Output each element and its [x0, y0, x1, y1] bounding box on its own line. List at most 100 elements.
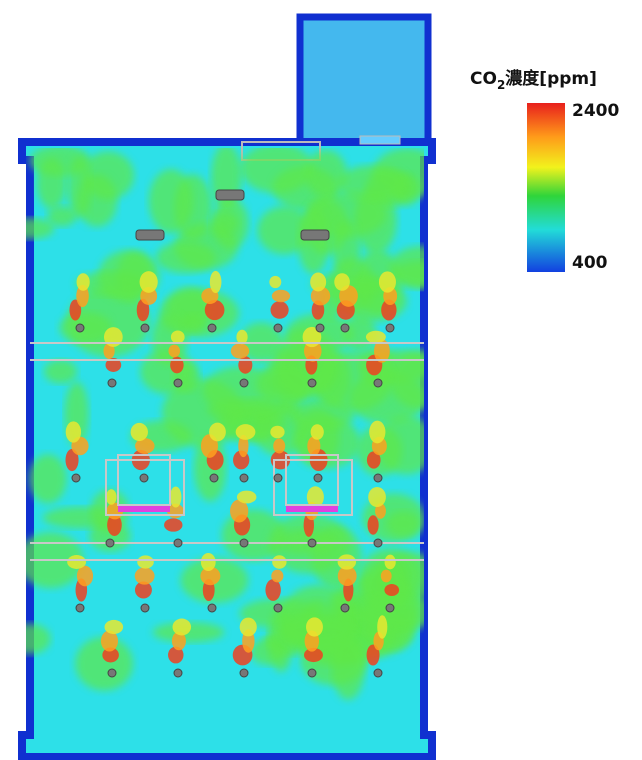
plume	[66, 421, 81, 442]
page: CO2濃度[ppm] 2400 400 (() => { const data …	[0, 0, 642, 760]
plume	[368, 515, 379, 534]
head	[174, 539, 182, 547]
head	[341, 324, 349, 332]
air-unit	[136, 230, 164, 240]
plume	[238, 356, 252, 373]
green-zone	[338, 165, 408, 201]
plume	[210, 271, 222, 293]
air-unit	[301, 230, 329, 240]
colorbar-title: CO2濃度[ppm]	[470, 68, 597, 92]
green-zone	[149, 169, 194, 233]
head	[174, 379, 182, 387]
plume	[236, 424, 256, 440]
head	[210, 474, 218, 482]
green-zone	[256, 365, 313, 404]
head	[274, 474, 282, 482]
green-zone	[241, 143, 314, 193]
head	[240, 539, 248, 547]
plume	[135, 567, 155, 584]
plume	[271, 301, 289, 319]
plume	[273, 439, 285, 454]
head	[140, 474, 148, 482]
head	[314, 474, 322, 482]
plume	[271, 570, 283, 583]
plume	[164, 518, 182, 531]
plume	[272, 555, 286, 569]
plume	[310, 273, 326, 292]
plume	[306, 617, 323, 636]
plume	[377, 615, 387, 638]
air-unit	[216, 190, 244, 200]
title-subscript: 2	[497, 78, 505, 92]
head	[316, 324, 324, 332]
plume	[140, 271, 158, 293]
plume	[366, 331, 386, 343]
plume	[237, 491, 257, 504]
plume	[381, 570, 392, 583]
head	[76, 604, 84, 612]
head	[141, 324, 149, 332]
plume	[209, 423, 226, 442]
head	[174, 669, 182, 677]
plume	[137, 555, 154, 568]
green-zone	[332, 221, 360, 277]
plume	[384, 584, 399, 596]
head	[240, 379, 248, 387]
plume	[269, 276, 281, 288]
plume	[369, 421, 385, 444]
head	[341, 604, 349, 612]
colorbar-min-label: 400	[572, 253, 608, 273]
head	[108, 669, 116, 677]
plume	[77, 566, 93, 587]
plume	[173, 619, 192, 636]
head	[208, 604, 216, 612]
plume	[272, 290, 290, 303]
head	[308, 669, 316, 677]
plume	[231, 343, 249, 358]
green-zone	[386, 511, 421, 537]
plume	[104, 620, 123, 634]
plume	[171, 330, 185, 343]
title-main: CO	[470, 69, 497, 89]
head	[106, 539, 114, 547]
head	[374, 539, 382, 547]
head	[76, 324, 84, 332]
green-zone	[44, 360, 77, 384]
plume	[67, 555, 86, 569]
green-zone	[9, 624, 50, 655]
plume	[270, 426, 284, 439]
plume	[338, 554, 356, 569]
green-zone	[67, 156, 91, 218]
colorbar	[527, 103, 565, 272]
head	[386, 324, 394, 332]
plume	[168, 345, 180, 358]
head	[240, 474, 248, 482]
green-zone	[7, 218, 55, 239]
plume	[311, 424, 324, 439]
plume	[131, 423, 148, 441]
head	[208, 324, 216, 332]
plume	[379, 271, 396, 292]
plume	[201, 553, 216, 571]
plume	[334, 273, 350, 291]
desk	[118, 506, 170, 512]
colorbar-max-label: 2400	[572, 101, 619, 121]
desk	[286, 506, 338, 512]
head	[274, 324, 282, 332]
plume	[77, 273, 90, 291]
green-zone	[390, 246, 453, 287]
green-zone	[211, 211, 239, 235]
head	[72, 474, 80, 482]
plume	[106, 489, 117, 504]
plume	[240, 618, 257, 637]
plume	[385, 555, 396, 570]
green-zone	[29, 454, 66, 503]
green-zone	[37, 157, 67, 208]
title-rest: 濃度[ppm]	[505, 68, 597, 89]
head	[108, 379, 116, 387]
head	[274, 604, 282, 612]
head	[374, 379, 382, 387]
head	[308, 379, 316, 387]
figure: CO2濃度[ppm] 2400 400	[0, 0, 642, 760]
head	[374, 474, 382, 482]
